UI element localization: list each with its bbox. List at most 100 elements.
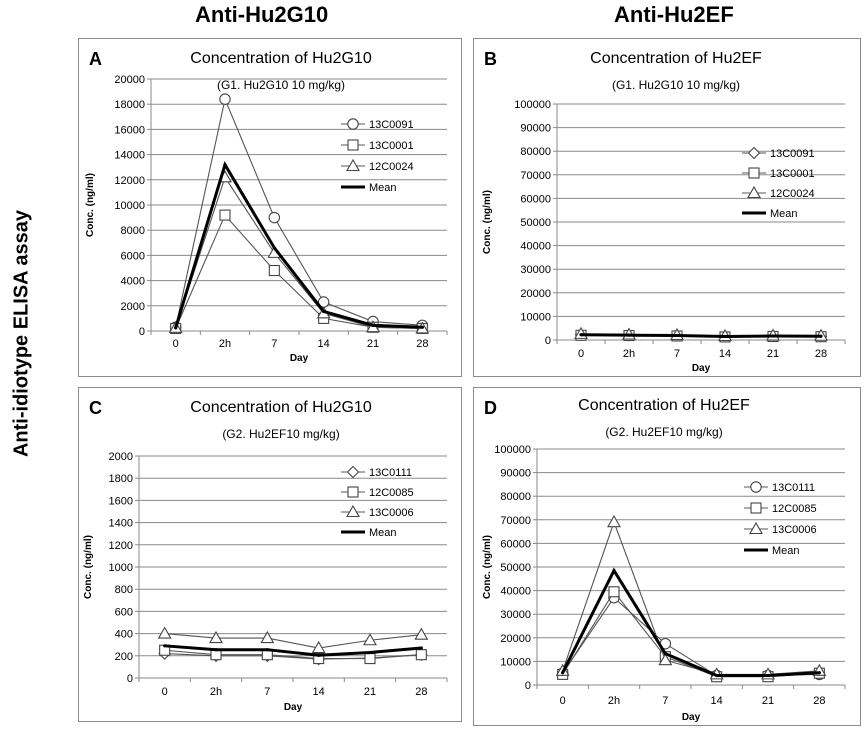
legend-label: 12C0024 — [770, 188, 815, 200]
data-point-mean — [368, 650, 372, 655]
y-tick-label: 40000 — [500, 586, 531, 598]
y-axis-label: Conc. (ng/ml) — [83, 535, 94, 599]
side-title: Anti-idiotype ELISA assay — [10, 209, 33, 458]
x-tick-label: 7 — [662, 695, 668, 707]
data-point-mean — [174, 326, 178, 330]
x-tick-label: 14 — [719, 348, 731, 360]
x-tick-label: 0 — [560, 695, 566, 707]
y-tick-label: 16000 — [114, 124, 145, 136]
y-tick-label: 800 — [115, 584, 133, 596]
data-point-mean — [223, 163, 227, 167]
y-tick-label: 90000 — [500, 468, 531, 480]
x-tick-label: 14 — [313, 686, 325, 698]
x-tick-label: 28 — [415, 686, 427, 698]
panel-letter: D — [484, 398, 497, 418]
y-tick-label: 6000 — [121, 250, 145, 262]
y-tick-label: 18000 — [114, 99, 145, 111]
x-tick-label: 7 — [264, 686, 270, 698]
legend-marker — [748, 167, 760, 179]
legend-marker — [750, 502, 762, 514]
column-header-anti-hu2g10: Anti-Hu2G10 — [195, 2, 329, 27]
chart-c: C Concentration of Hu2G10 (G2. Hu2EF10 mg/… — [83, 398, 448, 713]
y-tick-label: 4000 — [121, 276, 145, 288]
data-point-mean — [819, 334, 823, 338]
chart-title: Concentration of Hu2G10 — [190, 399, 372, 416]
x-tick-label: 28 — [416, 338, 428, 350]
data-point-13c0006 — [658, 653, 673, 666]
y-tick-label: 1400 — [109, 518, 133, 530]
y-tick-label: 400 — [115, 629, 133, 641]
data-point-mean — [627, 333, 631, 337]
x-tick-label: 2h — [608, 695, 620, 707]
x-tick-label: 0 — [162, 686, 168, 698]
data-point-mean — [817, 671, 821, 675]
column-header-anti-hu2ef: Anti-Hu2EF — [614, 2, 734, 27]
legend-label: 12C0024 — [369, 161, 414, 173]
y-tick-label: 100000 — [514, 99, 551, 111]
data-point-mean — [163, 644, 167, 648]
data-point-mean — [420, 325, 424, 329]
data-point-13c0006 — [363, 633, 377, 646]
data-point-mean — [265, 648, 269, 652]
y-tick-label: 2000 — [109, 451, 133, 463]
legend-marker — [346, 465, 360, 479]
data-point-13c0001 — [268, 264, 280, 277]
panel-letter: C — [89, 398, 102, 418]
legend-label: 13C0006 — [369, 507, 414, 519]
data-point-mean — [322, 309, 326, 314]
y-axis-label: Conc. (ng/ml) — [482, 190, 493, 254]
series-line-13c0001 — [175, 214, 423, 330]
y-tick-label: 20000 — [500, 633, 531, 645]
chart-subtitle: (G1. Hu2G10 10 mg/kg) — [217, 78, 345, 92]
y-tick-label: 8000 — [121, 225, 145, 237]
y-tick-label: 1000 — [109, 562, 133, 574]
x-tick-label: 21 — [364, 686, 376, 698]
data-point-mean — [214, 648, 218, 652]
legend-label: Mean — [369, 182, 397, 194]
y-tick-label: 70000 — [500, 515, 531, 527]
x-tick-label: 21 — [762, 695, 774, 707]
x-tick-label: 21 — [367, 338, 379, 350]
x-tick-label: 14 — [711, 695, 723, 707]
x-tick-label: 7 — [674, 348, 680, 360]
legend-label: Mean — [772, 545, 800, 557]
legend-marker — [346, 504, 360, 518]
legend-marker — [749, 521, 763, 535]
data-point-mean — [675, 333, 679, 338]
panel-d: D Concentration of Hu2EF (G2. Hu2EF10 mg/k… — [473, 387, 861, 726]
data-point-13c0091 — [268, 211, 281, 224]
data-point-12c0085 — [415, 649, 427, 661]
y-tick-label: 0 — [139, 326, 145, 338]
legend-label: Mean — [770, 208, 798, 220]
y-tick-label: 70000 — [520, 170, 551, 182]
x-tick-label: 0 — [578, 348, 584, 360]
y-tick-label: 80000 — [520, 146, 551, 158]
x-tick-label: 7 — [271, 338, 277, 350]
data-point-13c0091 — [219, 93, 231, 105]
y-tick-label: 1600 — [109, 495, 133, 507]
chart-title: Concentration of Hu2G10 — [190, 50, 372, 67]
legend-label: 12C0085 — [369, 487, 414, 499]
legend-label: 13C0111 — [772, 482, 815, 494]
legend-label: 13C0006 — [772, 524, 817, 536]
legend-marker — [747, 185, 761, 199]
legend-label: 13C0001 — [369, 140, 414, 152]
panel-b: B Concentration of Hu2EF (G1. Hu2G10 10 mg… — [473, 38, 861, 377]
series-line-mean — [174, 160, 423, 329]
series-line-13c0006 — [164, 633, 422, 649]
y-tick-label: 50000 — [500, 562, 531, 574]
x-axis-label: Day — [290, 353, 309, 364]
series-line-12c0085 — [164, 649, 422, 660]
y-tick-label: 10000 — [114, 200, 145, 212]
chart-subtitle: (G2. Hu2EF10 mg/kg) — [222, 427, 339, 441]
data-point-mean — [663, 652, 667, 656]
y-tick-label: 12000 — [114, 175, 145, 187]
x-axis-label: Day — [682, 712, 701, 723]
data-point-mean — [723, 334, 727, 339]
y-tick-label: 90000 — [520, 123, 551, 135]
chart-subtitle: (G1. Hu2G10 10 mg/kg) — [612, 78, 740, 92]
x-tick-label: 28 — [815, 348, 827, 360]
chart-title: Concentration of Hu2EF — [590, 50, 762, 67]
data-point-mean — [771, 334, 775, 338]
y-tick-label: 60000 — [500, 538, 531, 550]
